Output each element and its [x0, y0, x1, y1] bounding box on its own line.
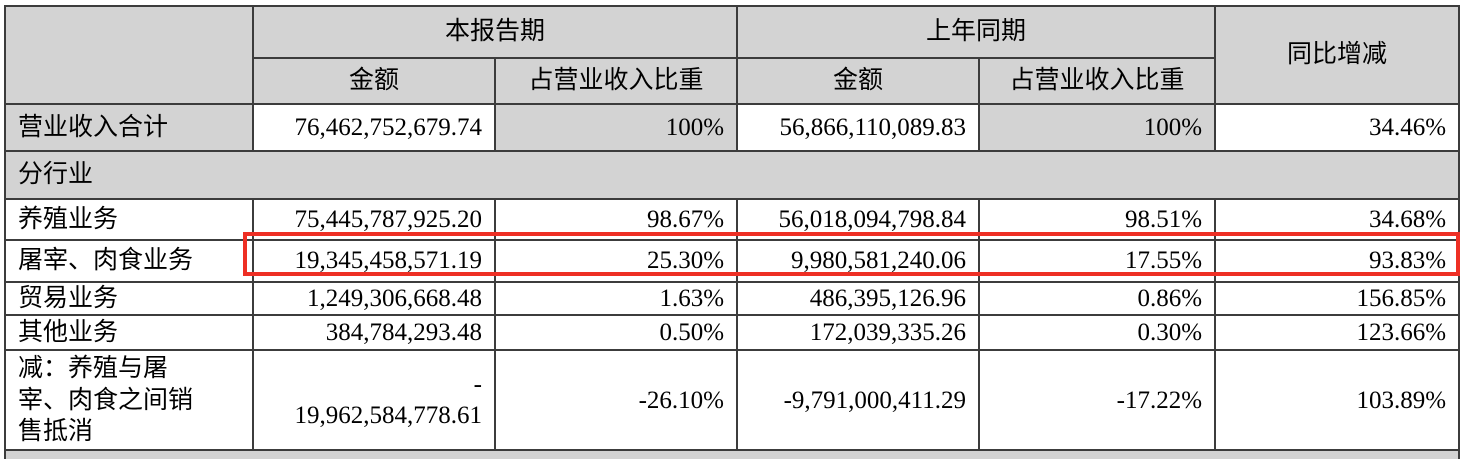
prior-amount-cell: 172,039,335.26: [736, 314, 981, 352]
current-amount-cell: 76,462,752,679.74: [252, 103, 496, 152]
current-amount-cell: 75,445,787,925.20: [252, 198, 496, 241]
current-share-cell: 1.63%: [493, 280, 739, 317]
row-label-cell: 屠宰、肉食业务: [4, 239, 254, 283]
prior-share-header: 占营业收入比重: [978, 57, 1217, 105]
section-row-by-industry: 分行业: [3, 150, 1461, 200]
row-label-cell: 营业收入合计: [4, 103, 254, 152]
yoy-cell: 156.85%: [1214, 280, 1461, 317]
row-label-cell: 减：养殖与屠 宰、肉食之间销 售抵消: [4, 349, 254, 452]
yoy-cell: 93.83%: [1214, 239, 1461, 283]
partial-row-cell: [3, 449, 1461, 459]
header-row-period: 本报告期 上年同期 同比增减: [4, 5, 1461, 105]
prior-share-cell: 98.51%: [978, 198, 1217, 241]
current-share-cell: 25.30%: [493, 239, 739, 283]
prior-share-cell: 17.55%: [978, 239, 1217, 283]
current-amount-cell: 19,345,458,571.19: [252, 239, 496, 283]
row-elimination: 减：养殖与屠 宰、肉食之间销 售抵消 - 19,962,584,778.61 -…: [4, 349, 1461, 452]
prior-share-cell: -17.22%: [978, 349, 1217, 452]
row-total-revenue: 营业收入合计 76,462,752,679.74 100% 56,866,110…: [4, 103, 1461, 152]
prior-amount-header: 金额: [736, 57, 981, 105]
current-share-cell: -26.10%: [493, 349, 739, 452]
current-amount-cell: 384,784,293.48: [252, 314, 496, 352]
prior-amount-cell: 486,395,126.96: [736, 280, 981, 317]
current-amount-header: 金额: [252, 57, 496, 105]
partial-next-row: [3, 449, 1461, 459]
current-share-cell: 0.50%: [493, 314, 739, 352]
row-slaughter-meat: 屠宰、肉食业务 19,345,458,571.19 25.30% 9,980,5…: [4, 239, 1461, 283]
row-label-cell: 其他业务: [4, 314, 254, 352]
corner-cell: [4, 5, 254, 105]
yoy-cell: 34.68%: [1214, 198, 1461, 241]
section-label-cell: 分行业: [3, 150, 1461, 200]
row-breeding: 养殖业务 75,445,787,925.20 98.67% 56,018,094…: [4, 198, 1461, 241]
row-other-business: 其他业务 384,784,293.48 0.50% 172,039,335.26…: [4, 314, 1461, 352]
row-trading: 贸易业务 1,249,306,668.48 1.63% 486,395,126.…: [4, 280, 1461, 317]
revenue-by-industry-table: 本报告期 上年同期 同比增减 金额 占营业收入比重 金额 占营业收入比重 营业收…: [3, 5, 1461, 459]
prior-share-cell: 100%: [978, 103, 1217, 152]
prior-amount-cell: 9,980,581,240.06: [736, 239, 981, 283]
prior-share-cell: 0.86%: [978, 280, 1217, 317]
prior-amount-cell: -9,791,000,411.29: [736, 349, 981, 452]
yoy-cell: 123.66%: [1214, 314, 1461, 352]
current-share-header: 占营业收入比重: [493, 57, 739, 105]
yoy-cell: 34.46%: [1214, 103, 1461, 152]
current-share-cell: 98.67%: [493, 198, 739, 241]
current-period-header: 本报告期: [251, 5, 739, 59]
prior-period-header: 上年同期: [736, 5, 1217, 59]
yoy-cell: 103.89%: [1214, 349, 1461, 452]
header-row-measures: 金额 占营业收入比重 金额 占营业收入比重: [5, 57, 1459, 105]
current-share-cell: 100%: [493, 103, 739, 152]
yoy-header: 同比增减: [1214, 5, 1461, 105]
row-label-cell: 养殖业务: [4, 198, 254, 241]
current-amount-cell: - 19,962,584,778.61: [252, 349, 496, 452]
prior-amount-cell: 56,018,094,798.84: [736, 198, 981, 241]
prior-share-cell: 0.30%: [978, 314, 1217, 352]
row-label-cell: 贸易业务: [4, 280, 254, 317]
current-amount-cell: 1,249,306,668.48: [252, 280, 496, 317]
prior-amount-cell: 56,866,110,089.83: [736, 103, 981, 152]
